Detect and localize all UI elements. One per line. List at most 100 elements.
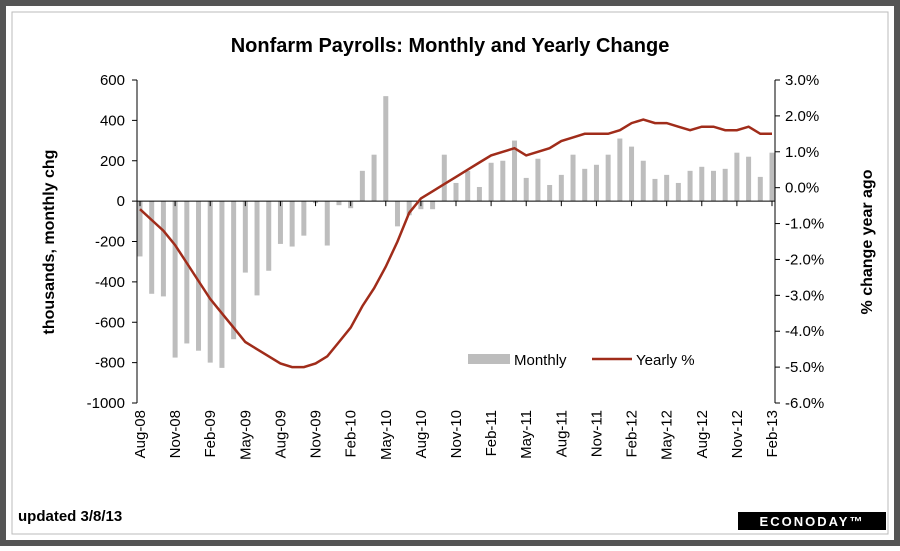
bar [336,201,342,206]
bar [231,201,237,340]
x-tick-label: Feb-11 [483,410,500,456]
bar [500,160,506,202]
y-tick-label: -200 [95,234,125,251]
x-tick-label: Aug-08 [132,410,149,458]
bar [301,201,307,236]
x-tick-label: Feb-09 [202,410,219,458]
x-tick-label: May-12 [659,410,676,460]
bar [629,146,635,202]
bar [640,160,646,202]
bar [172,201,178,358]
y2-tick-label: -5.0% [785,359,824,376]
x-tick-label: Nov-12 [729,410,746,458]
bar [664,174,670,202]
bar [219,201,225,368]
note: updated 3/8/13 [18,508,122,525]
x-tick-label: Nov-10 [448,410,465,458]
bar [277,201,283,244]
bar [512,140,518,202]
bar [465,170,471,202]
bar [242,201,248,273]
source-logo: ECONODAY™ [760,514,865,529]
bar [687,170,693,202]
bar [324,201,330,246]
bar [488,162,494,202]
y-tick-label: -400 [95,274,125,291]
x-tick-label: Nov-11 [588,410,605,457]
bar [254,201,260,296]
y2-tick-label: 0.0% [785,180,819,197]
bar [406,201,412,216]
x-tick-label: Feb-12 [624,410,641,458]
bar [160,201,166,297]
bar [593,164,599,202]
bar [289,201,295,247]
x-tick-label: Aug-11 [553,410,570,457]
bar [710,170,716,202]
bar [675,182,681,202]
bar [570,154,576,202]
y2-tick-label: 1.0% [785,144,819,161]
y2-axis-label: % change year ago [859,169,876,314]
legend-label: Monthly [514,352,567,369]
bar [757,176,763,202]
y2-tick-label: 2.0% [785,108,819,125]
x-tick-label: May-11 [518,410,535,459]
bar [453,182,459,202]
y2-tick-label: -6.0% [785,395,824,412]
bar [149,201,155,294]
y-axis-label: thousands, monthly chg [41,150,58,335]
bar [441,154,447,202]
bar [184,201,190,344]
x-tick-label: Aug-12 [694,410,711,458]
x-tick-label: Aug-09 [272,410,289,458]
y2-tick-label: 3.0% [785,72,819,89]
x-tick-label: Feb-13 [764,410,781,458]
x-tick-label: Nov-09 [308,410,325,458]
y2-tick-label: -4.0% [785,323,824,340]
line [139,118,772,369]
bar [371,154,377,202]
bar [207,201,213,363]
bar [383,96,389,202]
bar [394,201,400,227]
x-tick-label: Feb-10 [343,410,360,458]
bar [699,166,705,202]
legend-label: Yearly % [636,352,695,369]
y-tick-label: -1000 [87,395,125,412]
bar [196,201,202,351]
y-tick-label: 200 [100,153,125,170]
bar [734,152,740,202]
bar [266,201,272,271]
x-tick-label: Aug-10 [413,410,430,458]
y-tick-label: 0 [117,193,125,210]
x-tick-label: May-10 [378,410,395,460]
logo-box [738,512,886,530]
bar [722,168,728,202]
chart-title: Nonfarm Payrolls: Monthly and Yearly Cha… [231,35,670,57]
bar [582,168,588,202]
bar [137,201,143,257]
bar [769,152,775,202]
bar [547,184,553,202]
bar [430,201,436,210]
y-tick-label: -800 [95,355,125,372]
bar [523,177,529,202]
y2-tick-label: -3.0% [785,287,824,304]
x-tick-label: Nov-08 [167,410,184,458]
y-tick-label: -600 [95,314,125,331]
bar [617,138,623,202]
bar [535,158,541,202]
bar [359,170,365,202]
x-tick-label: May-09 [237,410,254,460]
bar [558,174,564,202]
legend-swatch [468,354,510,364]
y2-tick-label: -1.0% [785,216,824,233]
bar [476,186,482,202]
bar [652,178,658,202]
bar [746,156,752,202]
y2-tick-label: -2.0% [785,251,824,268]
y-tick-label: 400 [100,112,125,129]
y-tick-label: 600 [100,72,125,89]
